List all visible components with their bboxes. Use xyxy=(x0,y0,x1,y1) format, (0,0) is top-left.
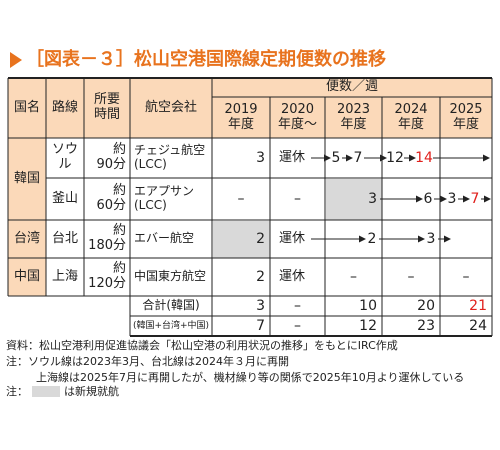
route: 上海 xyxy=(51,268,78,284)
frequency: – xyxy=(237,190,245,207)
status: 運休 xyxy=(278,149,305,165)
frequency: 7 xyxy=(353,149,363,166)
frequency: 3 xyxy=(447,190,457,207)
frequency: 3 xyxy=(256,149,265,166)
country: 中国 xyxy=(13,268,40,284)
country: 台湾 xyxy=(13,230,40,246)
total-value: – xyxy=(294,297,301,314)
frequency: 5 xyxy=(331,149,341,166)
frequency: 6 xyxy=(423,190,433,207)
frequency: – xyxy=(462,268,470,285)
note: 注：ソウル線は2023年3月、台北線は2024年３月に再開 xyxy=(6,354,289,368)
total-value: 21 xyxy=(469,297,487,314)
flight-time: 約 180分 xyxy=(88,223,126,253)
frequency: 2 xyxy=(256,268,265,285)
column-header: 国名 xyxy=(13,99,40,115)
route: 釜山 xyxy=(51,190,78,206)
total-value: 3 xyxy=(256,297,265,314)
group-header: 便数／週 xyxy=(325,79,378,95)
airline: 中国東方航空 xyxy=(134,269,207,284)
title-marker xyxy=(10,52,22,68)
new-service-cell xyxy=(326,179,382,220)
column-header: 2023 年度 xyxy=(336,101,371,132)
note: 上海線は2025年7月に再開したが、機材繰り等の関係で2025年10月より運休し… xyxy=(36,370,465,384)
total-value: – xyxy=(294,317,301,334)
status: 運休 xyxy=(278,230,305,246)
header-band xyxy=(8,78,492,138)
total-value: 12 xyxy=(359,317,377,334)
total-value: 7 xyxy=(256,317,265,334)
note: 資料：松山空港利用促進協議会「松山空港の利用状況の推移」をもとにIRC作成 xyxy=(6,338,398,352)
frequency: 3 xyxy=(426,230,436,247)
frequency: 12 xyxy=(386,149,404,166)
new-service-cell xyxy=(213,221,270,258)
frequency: – xyxy=(407,268,415,285)
column-header: 航空会社 xyxy=(144,99,197,115)
frequency: – xyxy=(294,190,301,207)
column-header: 路線 xyxy=(51,99,78,115)
legend-swatch xyxy=(32,386,60,397)
column-header: 2025 年度 xyxy=(449,101,483,132)
route: 台北 xyxy=(51,230,78,246)
total-label: 合計(韓国) xyxy=(142,298,200,313)
flight-time: 約 90分 xyxy=(96,142,126,172)
total-value: 20 xyxy=(417,297,435,314)
airline: エアプサン (LCC) xyxy=(134,184,195,212)
title: ［図表－３］松山空港国際線定期便数の推移 xyxy=(26,48,386,70)
frequency: 3 xyxy=(368,190,377,207)
status: 運休 xyxy=(278,268,305,284)
column-header: 2019 年度 xyxy=(224,101,258,132)
airline: エバー航空 xyxy=(134,231,195,246)
note: 注： xyxy=(6,384,28,398)
total-value: 24 xyxy=(469,317,487,334)
country: 韓国 xyxy=(13,170,40,186)
airline: チェジュ航空 (LCC) xyxy=(134,143,206,171)
total-value: 10 xyxy=(359,297,377,314)
column-header: 2020 年度～ xyxy=(277,101,317,132)
legend-text: は新規就航 xyxy=(64,384,119,398)
frequency: 14 xyxy=(415,149,433,166)
total-label: (韓国+台湾+中国) xyxy=(132,320,210,331)
frequency: 2 xyxy=(367,230,377,247)
route: ソウル xyxy=(51,142,78,172)
frequency: 7 xyxy=(470,190,480,207)
country-band xyxy=(8,138,46,296)
flight-time: 約 60分 xyxy=(96,183,126,213)
total-value: 23 xyxy=(417,317,435,334)
column-header: 所要 時間 xyxy=(93,92,120,122)
frequency: 2 xyxy=(256,230,265,247)
flight-time: 約 120分 xyxy=(88,261,126,291)
frequency: – xyxy=(350,268,357,285)
column-header: 2024 年度 xyxy=(394,101,428,132)
